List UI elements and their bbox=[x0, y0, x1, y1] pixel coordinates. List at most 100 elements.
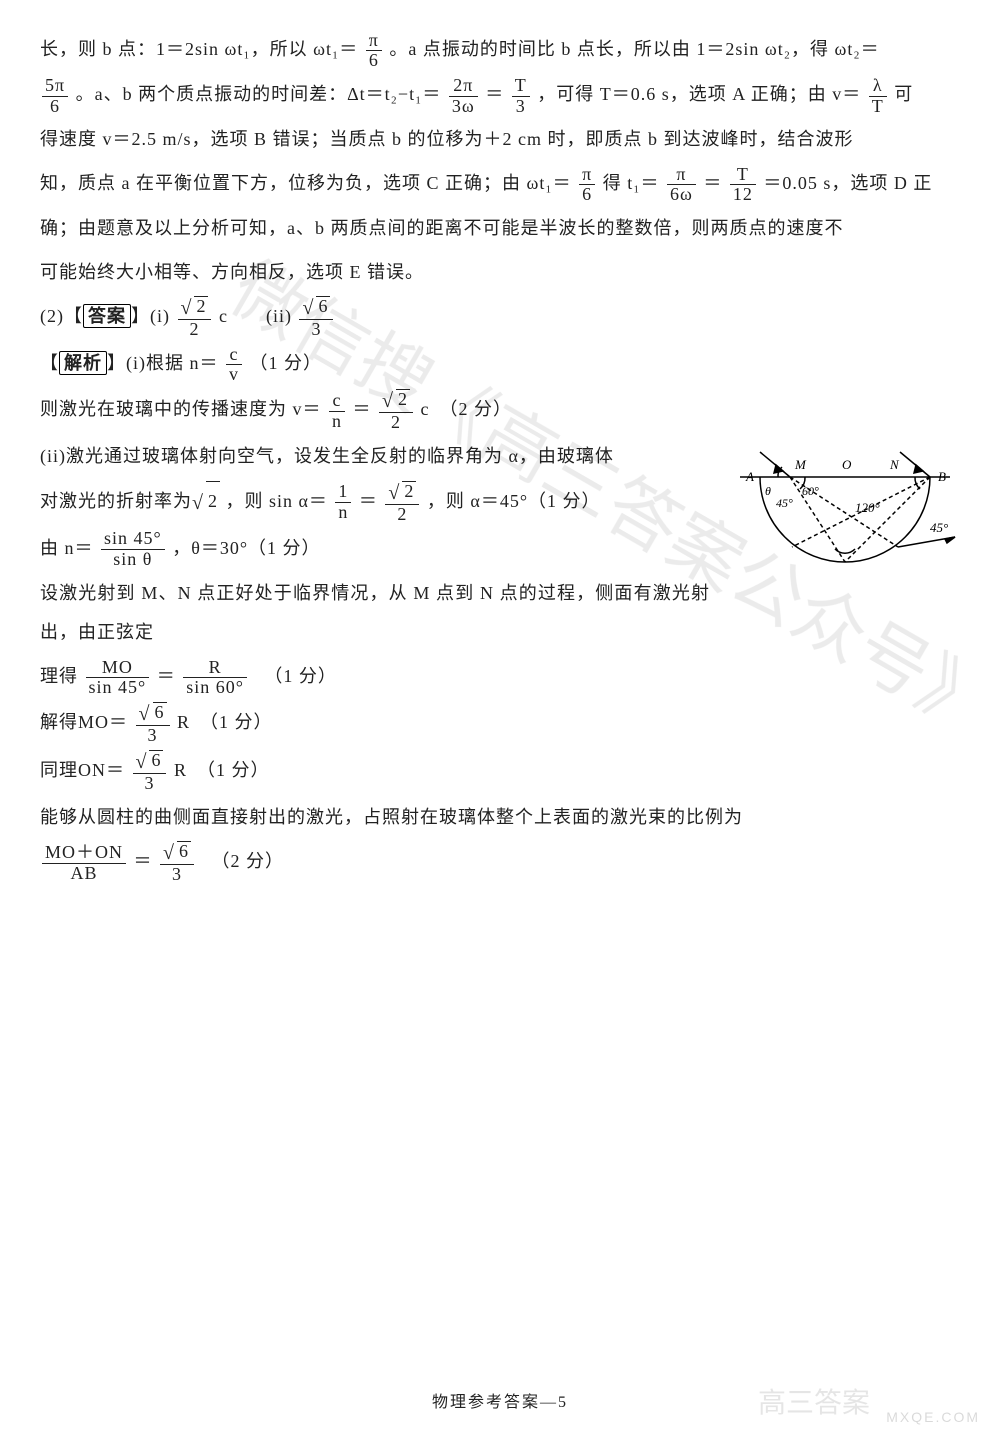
eq: ＝ bbox=[359, 491, 378, 511]
solution-line-4: 知，质点 a 在平衡位置下方，位移为负，选项 C 正确；由 ωt₁＝ π6 得 … bbox=[40, 164, 960, 205]
text: 解得MO＝ bbox=[40, 712, 128, 732]
sqrt2: 2 bbox=[206, 481, 220, 522]
den: 2 bbox=[385, 505, 419, 525]
num: √6 bbox=[160, 841, 194, 865]
label-A: A bbox=[745, 469, 754, 484]
den: T bbox=[869, 97, 887, 117]
eq: ＝ bbox=[157, 666, 176, 686]
frac-sqrt6-3d: √63 bbox=[160, 841, 194, 885]
frac-mo-sin45: MOsin 45° bbox=[86, 658, 150, 699]
den: 6 bbox=[579, 185, 595, 205]
text: ，则 α＝45°（1 分） bbox=[427, 491, 601, 511]
den: 2 bbox=[379, 413, 413, 433]
num: √2 bbox=[385, 481, 419, 505]
den: 12 bbox=[730, 185, 756, 205]
num: π bbox=[579, 165, 595, 186]
frac-sqrt6-3: √63 bbox=[299, 296, 333, 340]
v-line: 则激光在玻璃中的传播速度为 v＝ cn ＝ √22 c （2 分） bbox=[40, 389, 960, 433]
text: （1 分） bbox=[254, 666, 337, 686]
frac-pi-6w: π6ω bbox=[667, 165, 696, 206]
frac-c-n: cn bbox=[329, 391, 345, 432]
text: 知，质点 a 在平衡位置下方，位移为负，选项 C 正确；由 ωt₁＝ bbox=[40, 173, 572, 193]
text: 由 n＝ bbox=[40, 538, 94, 558]
answer-line: (2)【答案】(i) √22 c (ii) √63 bbox=[40, 296, 960, 340]
solution-line-6: 可能始终大小相等、方向相反，选项 E 错误。 bbox=[40, 253, 960, 293]
rad: 6 bbox=[153, 702, 167, 723]
frac-sqrt2-2c: √22 bbox=[385, 481, 419, 525]
label-N: N bbox=[889, 457, 900, 472]
text: ，可得 T＝0.6 s，选项 A 正确；由 v＝ bbox=[537, 84, 861, 104]
den: 2 bbox=[178, 320, 212, 340]
analysis-label: 解析 bbox=[59, 351, 107, 375]
num: 1 bbox=[335, 482, 351, 503]
text: R （1 分） bbox=[177, 712, 273, 732]
points: （1 分） bbox=[250, 353, 323, 373]
num: T bbox=[730, 165, 756, 186]
text: R （1 分） bbox=[174, 760, 270, 780]
den: 6 bbox=[42, 97, 68, 117]
num: √6 bbox=[136, 702, 170, 726]
text: ，则 sin α＝ bbox=[225, 491, 327, 511]
num: T bbox=[512, 76, 530, 97]
den: AB bbox=[42, 864, 126, 884]
frac-1-n: 1n bbox=[335, 482, 351, 523]
den: n bbox=[329, 412, 345, 432]
num: R bbox=[183, 658, 247, 679]
den: sin 45° bbox=[86, 678, 150, 698]
den: sin θ bbox=[101, 550, 165, 570]
jx-suffix: 】(i)根据 n＝ bbox=[107, 353, 219, 373]
label-M: M bbox=[794, 457, 807, 472]
frac-T-12: T12 bbox=[730, 165, 756, 206]
num: λ bbox=[869, 76, 887, 97]
corner-watermark-left: 高三答案 bbox=[758, 1373, 870, 1435]
eq: ＝ bbox=[134, 851, 153, 871]
den: 6ω bbox=[667, 185, 696, 205]
answer-label: 答案 bbox=[83, 304, 131, 328]
text: 得 t₁＝ bbox=[603, 173, 660, 193]
rad: 2 bbox=[402, 481, 416, 502]
mn-line: 设激光射到 M、N 点正好处于临界情况，从 M 点到 N 点的过程，侧面有激光射… bbox=[40, 574, 960, 653]
analysis-line: 【解析】(i)根据 n＝ cv （1 分） bbox=[40, 344, 960, 385]
frac-sqrt6-3c: √63 bbox=[133, 750, 167, 794]
num: √6 bbox=[133, 750, 167, 774]
rad: 6 bbox=[177, 841, 191, 862]
rad: 6 bbox=[316, 296, 330, 317]
frac-sqrt2-2: √22 bbox=[178, 296, 212, 340]
corner-watermark-right: MXQE.COM bbox=[886, 1402, 980, 1433]
frac-lambda-T: λT bbox=[869, 76, 887, 117]
jx-prefix: 【 bbox=[40, 353, 59, 373]
frac-pi-6: π6 bbox=[366, 31, 382, 72]
text: 理得 bbox=[40, 666, 78, 686]
text: c （2 分） bbox=[420, 399, 512, 419]
den: n bbox=[335, 503, 351, 523]
eq: ＝ bbox=[353, 399, 372, 419]
final-line-1: 能够从圆柱的曲侧面直接射出的激光，占照射在玻璃体整个上表面的激光束的比例为 bbox=[40, 798, 960, 838]
frac-5pi-6: 5π6 bbox=[42, 76, 68, 117]
ang-60: 60° bbox=[802, 484, 819, 498]
den: sin 60° bbox=[183, 678, 247, 698]
frac-pi-6b: π6 bbox=[579, 165, 595, 206]
solve-on-line: 同理ON＝ √63 R （1 分） bbox=[40, 750, 960, 794]
den: v bbox=[226, 365, 242, 385]
num: MO bbox=[86, 658, 150, 679]
text: 可 bbox=[894, 84, 913, 104]
text: ＝0.05 s，选项 D 正 bbox=[763, 173, 932, 193]
ans-prefix: (2)【 bbox=[40, 306, 83, 326]
num: 5π bbox=[42, 76, 68, 97]
text: 。a、b 两个质点振动的时间差：Δt＝t₂−t₁＝ bbox=[76, 84, 442, 104]
optics-diagram: A M O N B 60° θ 45° 120° 45° bbox=[730, 447, 960, 582]
eq: ＝ bbox=[485, 84, 504, 104]
sine-law-line: 理得 MOsin 45° ＝ Rsin 60° （1 分） bbox=[40, 657, 960, 698]
num: MO＋ON bbox=[42, 843, 126, 864]
frac-r-sin60: Rsin 60° bbox=[183, 658, 247, 699]
den: 3 bbox=[299, 320, 333, 340]
frac-2pi-3w: 2π3ω bbox=[449, 76, 478, 117]
frac-c-v: cv bbox=[226, 345, 242, 386]
label-O: O bbox=[842, 457, 852, 472]
num: √2 bbox=[178, 296, 212, 320]
num: c bbox=[226, 345, 242, 366]
den: 3 bbox=[136, 726, 170, 746]
num: sin 45° bbox=[101, 529, 165, 550]
text: （2 分） bbox=[202, 851, 285, 871]
num: c bbox=[329, 391, 345, 412]
